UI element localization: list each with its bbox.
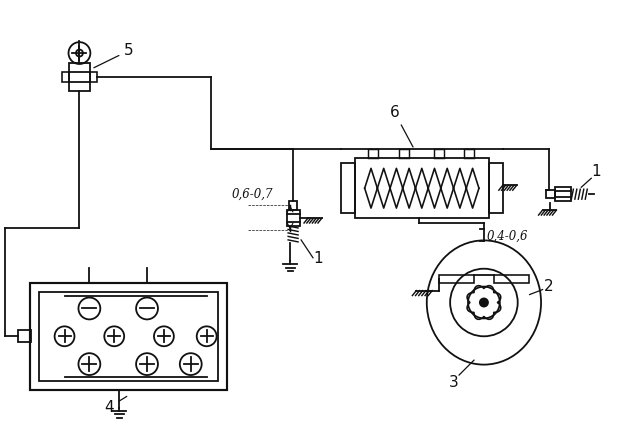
Bar <box>18 330 31 342</box>
Bar <box>289 201 297 210</box>
Circle shape <box>479 297 489 307</box>
Bar <box>494 275 528 283</box>
Text: 2: 2 <box>543 279 553 293</box>
Bar <box>464 149 474 158</box>
Bar <box>341 163 355 213</box>
Bar <box>434 149 444 158</box>
Bar <box>399 149 409 158</box>
Bar <box>545 190 555 198</box>
Text: 3: 3 <box>449 375 459 390</box>
Bar <box>489 163 503 213</box>
Bar <box>91 72 97 82</box>
Bar <box>439 275 474 283</box>
Bar <box>287 210 299 226</box>
Text: 0,4-0,6: 0,4-0,6 <box>487 230 528 243</box>
Text: 4: 4 <box>104 396 127 415</box>
Text: 1: 1 <box>313 251 322 266</box>
Bar <box>30 283 227 390</box>
Bar <box>355 158 489 218</box>
Bar <box>39 292 217 381</box>
Bar <box>368 149 378 158</box>
Text: 0,6-0,7: 0,6-0,7 <box>232 188 273 201</box>
Bar <box>68 63 91 91</box>
Text: 6: 6 <box>389 105 413 147</box>
Text: 1: 1 <box>591 164 601 179</box>
Bar <box>61 72 68 82</box>
Text: 5: 5 <box>94 43 134 68</box>
Bar <box>555 187 571 201</box>
